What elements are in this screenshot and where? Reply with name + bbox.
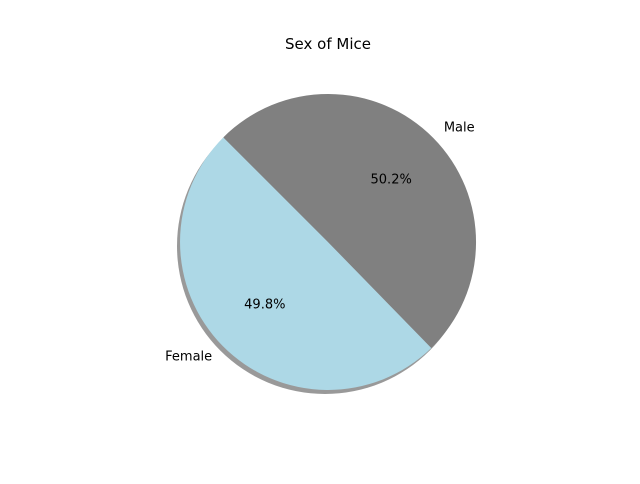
- pie-label-male: Male: [444, 121, 475, 136]
- pie-percent-female: 49.8%: [244, 297, 285, 312]
- pie-percent-male: 50.2%: [371, 173, 412, 188]
- chart-title: Sex of Mice: [285, 35, 371, 53]
- pie-labels: Female 49.8% Male 50.2%: [165, 121, 474, 365]
- pie-slice-female: [180, 137, 432, 390]
- pie-slices: [180, 93, 477, 390]
- pie-slice-male: [223, 93, 477, 348]
- pie-label-female: Female: [165, 349, 212, 364]
